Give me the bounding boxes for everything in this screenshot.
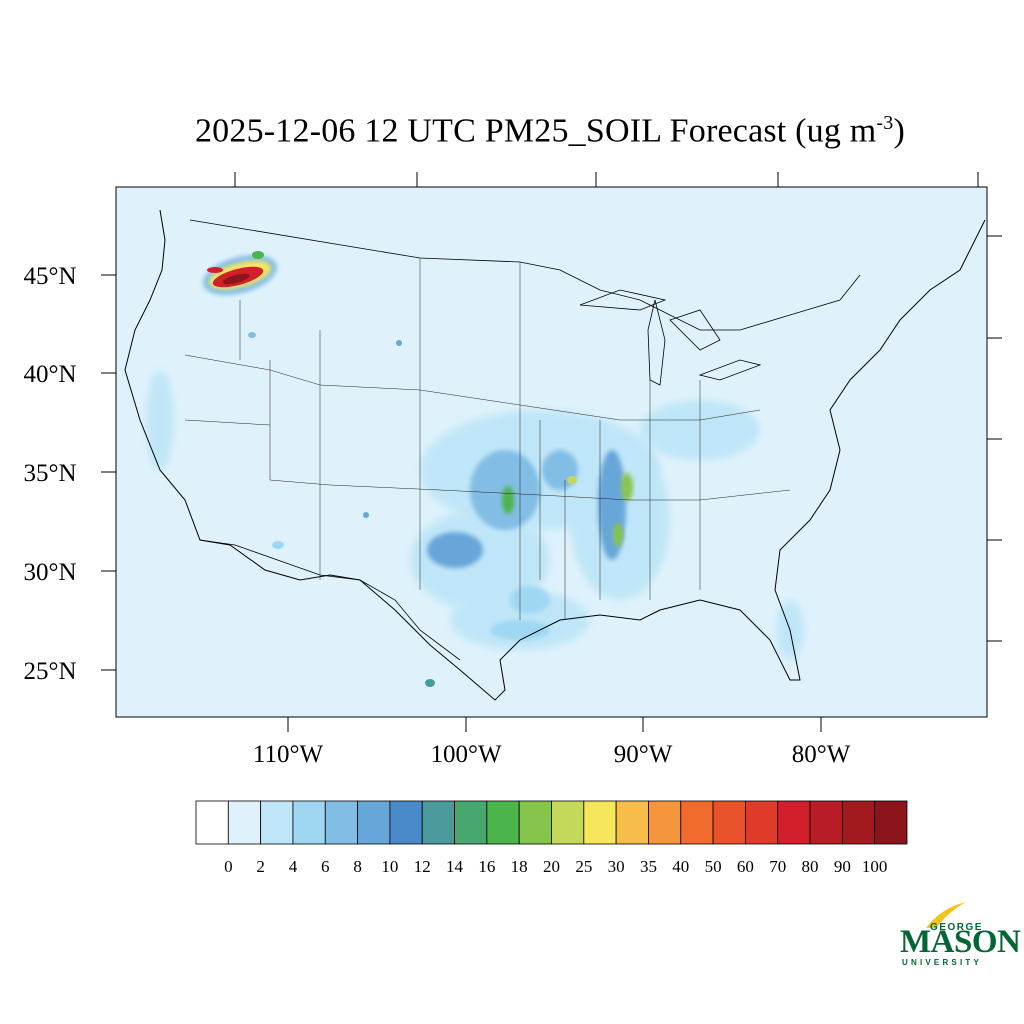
logo-top-text: GEORGE bbox=[930, 922, 983, 933]
colorbar-swatch bbox=[583, 800, 617, 845]
colorbar-label: 80 bbox=[802, 857, 819, 876]
canada-border bbox=[189, 219, 861, 331]
concentration-field bbox=[146, 251, 804, 687]
colorbar-swatch bbox=[195, 800, 229, 845]
map-title: 2025-12-06 12 UTC PM25_SOIL Forecast (ug… bbox=[0, 112, 1024, 150]
great-lakes bbox=[579, 289, 762, 386]
colorbar-label: 16 bbox=[478, 857, 495, 876]
colorbar-label: 18 bbox=[511, 857, 528, 876]
colorbar-swatch bbox=[874, 800, 908, 845]
colorbar-label: 6 bbox=[321, 857, 330, 876]
colorbar-label: 90 bbox=[834, 857, 851, 876]
colorbar-label: 4 bbox=[289, 857, 298, 876]
lon-label: 80°W bbox=[792, 741, 851, 768]
colorbar-swatch bbox=[777, 800, 811, 845]
lat-label: 35°N bbox=[23, 460, 76, 487]
colorbar-label: 70 bbox=[769, 857, 786, 876]
colorbar-label: 35 bbox=[640, 857, 657, 876]
lon-label: 100°W bbox=[430, 741, 501, 768]
lon-label: 90°W bbox=[614, 741, 673, 768]
gmu-logo: GEORGE MASON UNIVERSITY bbox=[896, 900, 1021, 970]
colorbar-swatch bbox=[486, 800, 520, 845]
colorbar: 0 2 4 6 8 10 12 14 16 18 20 25 30 35 40 50 60 70 80 90 100 bbox=[195, 800, 908, 876]
logo-main-text: MASON bbox=[900, 924, 1021, 960]
colorbar-label: 2 bbox=[256, 857, 265, 876]
lat-label: 40°N bbox=[23, 361, 76, 388]
colorbar-label: 8 bbox=[353, 857, 362, 876]
colorbar-swatch bbox=[389, 800, 423, 845]
lon-label: 110°W bbox=[253, 741, 324, 768]
colorbar-swatch bbox=[712, 800, 746, 845]
colorbar-label: 60 bbox=[737, 857, 754, 876]
state-boundaries bbox=[184, 258, 791, 620]
map-frame bbox=[115, 186, 988, 718]
colorbar-swatch bbox=[809, 800, 843, 845]
colorbar-label: 14 bbox=[446, 857, 464, 876]
colorbar-label: 30 bbox=[608, 857, 625, 876]
logo-swoosh bbox=[926, 902, 966, 928]
colorbar-label: 40 bbox=[672, 857, 689, 876]
colorbar-swatch bbox=[421, 800, 455, 845]
colorbar-swatch bbox=[615, 800, 649, 845]
colorbar-swatch bbox=[260, 800, 294, 845]
title-superscript: -3 bbox=[876, 112, 894, 134]
colorbar-swatch bbox=[292, 800, 326, 845]
colorbar-swatch bbox=[454, 800, 488, 845]
colorbar-label: 25 bbox=[575, 857, 592, 876]
colorbar-label: 12 bbox=[414, 857, 431, 876]
axis-ticks bbox=[101, 172, 1002, 732]
title-close: ) bbox=[893, 112, 906, 150]
colorbar-swatch bbox=[841, 800, 876, 845]
lat-label: 25°N bbox=[23, 658, 76, 685]
coastline bbox=[124, 209, 986, 701]
colorbar-swatch bbox=[227, 800, 262, 845]
title-text: 2025-12-06 12 UTC PM25_SOIL Forecast (ug… bbox=[194, 112, 877, 150]
colorbar-label: 10 bbox=[381, 857, 398, 876]
colorbar-swatch bbox=[551, 800, 585, 845]
colorbar-swatch bbox=[680, 800, 714, 845]
colorbar-label: 0 bbox=[224, 857, 233, 876]
colorbar-label: 50 bbox=[705, 857, 722, 876]
lat-label: 30°N bbox=[23, 559, 76, 586]
colorbar-swatch bbox=[648, 800, 682, 845]
colorbar-swatch bbox=[357, 800, 391, 845]
logo-sub-text: UNIVERSITY bbox=[902, 958, 983, 967]
colorbar-label: 100 bbox=[862, 857, 888, 876]
colorbar-swatch bbox=[518, 800, 552, 845]
mexico-border bbox=[199, 539, 461, 661]
lat-label: 45°N bbox=[23, 263, 76, 290]
colorbar-swatch bbox=[324, 800, 358, 845]
colorbar-label: 20 bbox=[543, 857, 560, 876]
colorbar-swatch bbox=[745, 800, 779, 845]
